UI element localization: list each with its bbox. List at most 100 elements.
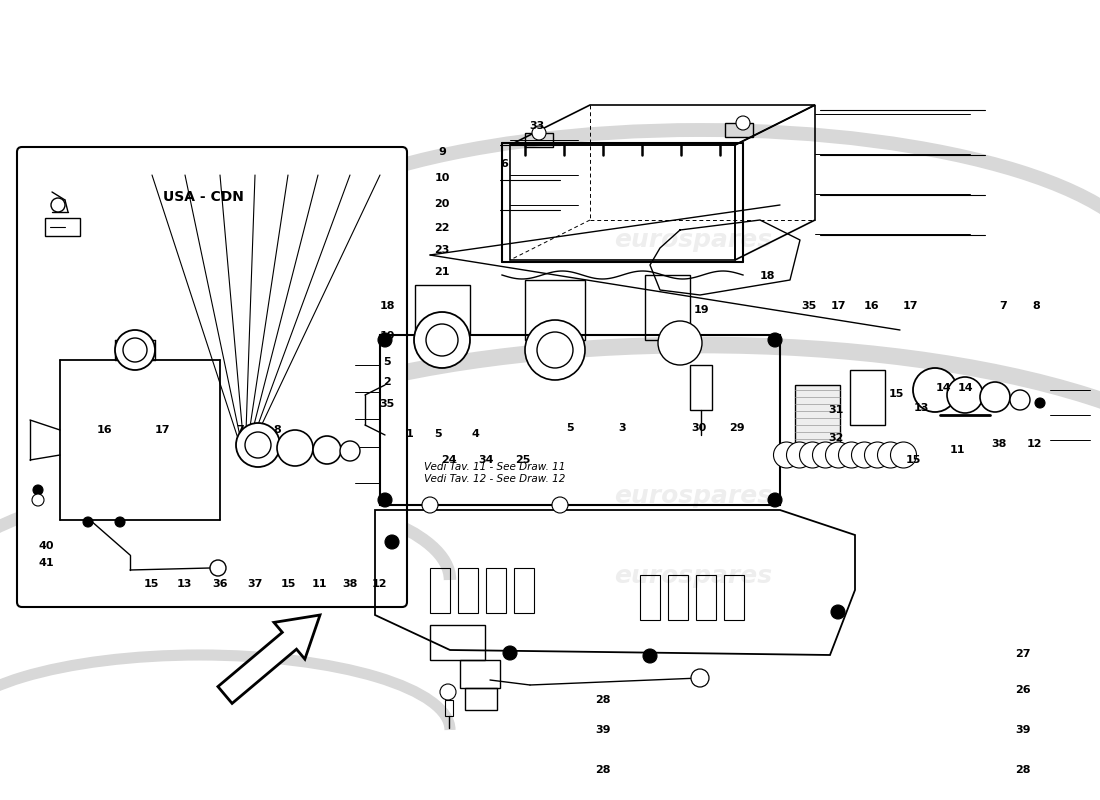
- Text: 28: 28: [595, 765, 610, 774]
- Text: 22: 22: [434, 223, 450, 233]
- Bar: [725, 123, 754, 137]
- Text: 39: 39: [1015, 725, 1031, 734]
- Text: 27: 27: [1015, 650, 1031, 659]
- Circle shape: [552, 497, 568, 513]
- Text: 29: 29: [729, 423, 745, 433]
- Circle shape: [245, 432, 271, 458]
- Circle shape: [947, 377, 983, 413]
- Bar: [696, 575, 716, 620]
- Text: 28: 28: [595, 695, 610, 705]
- Circle shape: [532, 126, 546, 140]
- Text: 17: 17: [830, 301, 846, 310]
- Text: 38: 38: [342, 579, 358, 589]
- Bar: [458, 568, 478, 613]
- Text: 36: 36: [212, 579, 228, 589]
- Text: 24: 24: [441, 455, 456, 465]
- Text: 11: 11: [311, 579, 327, 589]
- Circle shape: [426, 324, 458, 356]
- Circle shape: [123, 338, 147, 362]
- Bar: [430, 568, 450, 613]
- Text: 26: 26: [1015, 685, 1031, 694]
- Text: 13: 13: [177, 579, 192, 589]
- Text: 19: 19: [694, 306, 710, 315]
- Circle shape: [277, 430, 313, 466]
- Bar: [379, 335, 780, 505]
- Text: 34: 34: [478, 455, 494, 465]
- Circle shape: [768, 333, 782, 347]
- Text: 13: 13: [914, 403, 929, 413]
- Text: 5: 5: [566, 423, 573, 433]
- Circle shape: [537, 332, 573, 368]
- Text: 2: 2: [383, 378, 392, 387]
- Circle shape: [385, 535, 399, 549]
- Bar: [465, 688, 497, 710]
- Text: 12: 12: [372, 579, 387, 589]
- Text: 19: 19: [379, 331, 395, 341]
- Circle shape: [838, 442, 865, 468]
- Text: 12: 12: [1026, 439, 1042, 449]
- Circle shape: [314, 436, 341, 464]
- Text: 16: 16: [97, 426, 112, 435]
- Circle shape: [786, 442, 813, 468]
- Circle shape: [116, 517, 125, 527]
- Circle shape: [980, 382, 1010, 412]
- Text: 23: 23: [434, 245, 450, 254]
- Text: 9: 9: [438, 147, 447, 157]
- Circle shape: [913, 368, 957, 412]
- Text: 18: 18: [760, 271, 775, 281]
- Circle shape: [116, 330, 155, 370]
- Circle shape: [440, 684, 456, 700]
- Circle shape: [825, 442, 851, 468]
- Bar: [430, 625, 485, 660]
- Circle shape: [851, 442, 878, 468]
- Bar: [795, 385, 840, 450]
- Circle shape: [878, 442, 903, 468]
- Text: eurospares: eurospares: [218, 564, 376, 588]
- Circle shape: [768, 493, 782, 507]
- Text: 1: 1: [405, 430, 414, 439]
- Text: 14: 14: [958, 383, 974, 393]
- Text: 28: 28: [1015, 765, 1031, 774]
- Text: 18: 18: [379, 301, 395, 310]
- Circle shape: [736, 116, 750, 130]
- Bar: [645, 275, 690, 340]
- Text: 15: 15: [144, 579, 159, 589]
- Circle shape: [658, 321, 702, 365]
- Bar: [460, 660, 500, 688]
- Text: Vedi Tav. 11 - See Draw. 11
Vedi Tav. 12 - See Draw. 12: Vedi Tav. 11 - See Draw. 11 Vedi Tav. 12…: [424, 462, 565, 484]
- Text: eurospares: eurospares: [614, 484, 772, 508]
- Text: 31: 31: [828, 405, 844, 414]
- Circle shape: [33, 485, 43, 495]
- Circle shape: [422, 497, 438, 513]
- Text: 16: 16: [864, 301, 879, 310]
- Text: 7: 7: [235, 426, 244, 435]
- Circle shape: [813, 442, 838, 468]
- Text: 17: 17: [903, 301, 918, 310]
- Circle shape: [865, 442, 891, 468]
- Text: 21: 21: [434, 267, 450, 277]
- Text: eurospares: eurospares: [614, 564, 772, 588]
- Bar: [690, 365, 712, 410]
- Text: 35: 35: [379, 399, 395, 409]
- Text: 8: 8: [1032, 301, 1041, 310]
- Circle shape: [800, 442, 825, 468]
- Bar: [45, 218, 80, 236]
- Bar: [668, 575, 688, 620]
- Circle shape: [340, 441, 360, 461]
- Bar: [525, 280, 585, 340]
- Text: 11: 11: [949, 445, 965, 454]
- Text: 38: 38: [991, 439, 1006, 449]
- Circle shape: [773, 442, 800, 468]
- Bar: [514, 568, 534, 613]
- Bar: [850, 370, 886, 425]
- Text: 40: 40: [39, 542, 54, 551]
- Circle shape: [51, 198, 65, 212]
- Circle shape: [378, 493, 392, 507]
- Circle shape: [414, 312, 470, 368]
- Circle shape: [82, 517, 94, 527]
- Text: 33: 33: [529, 122, 544, 131]
- FancyBboxPatch shape: [16, 147, 407, 607]
- Text: 4: 4: [471, 430, 480, 439]
- Text: 30: 30: [691, 423, 706, 433]
- Text: 15: 15: [889, 389, 904, 398]
